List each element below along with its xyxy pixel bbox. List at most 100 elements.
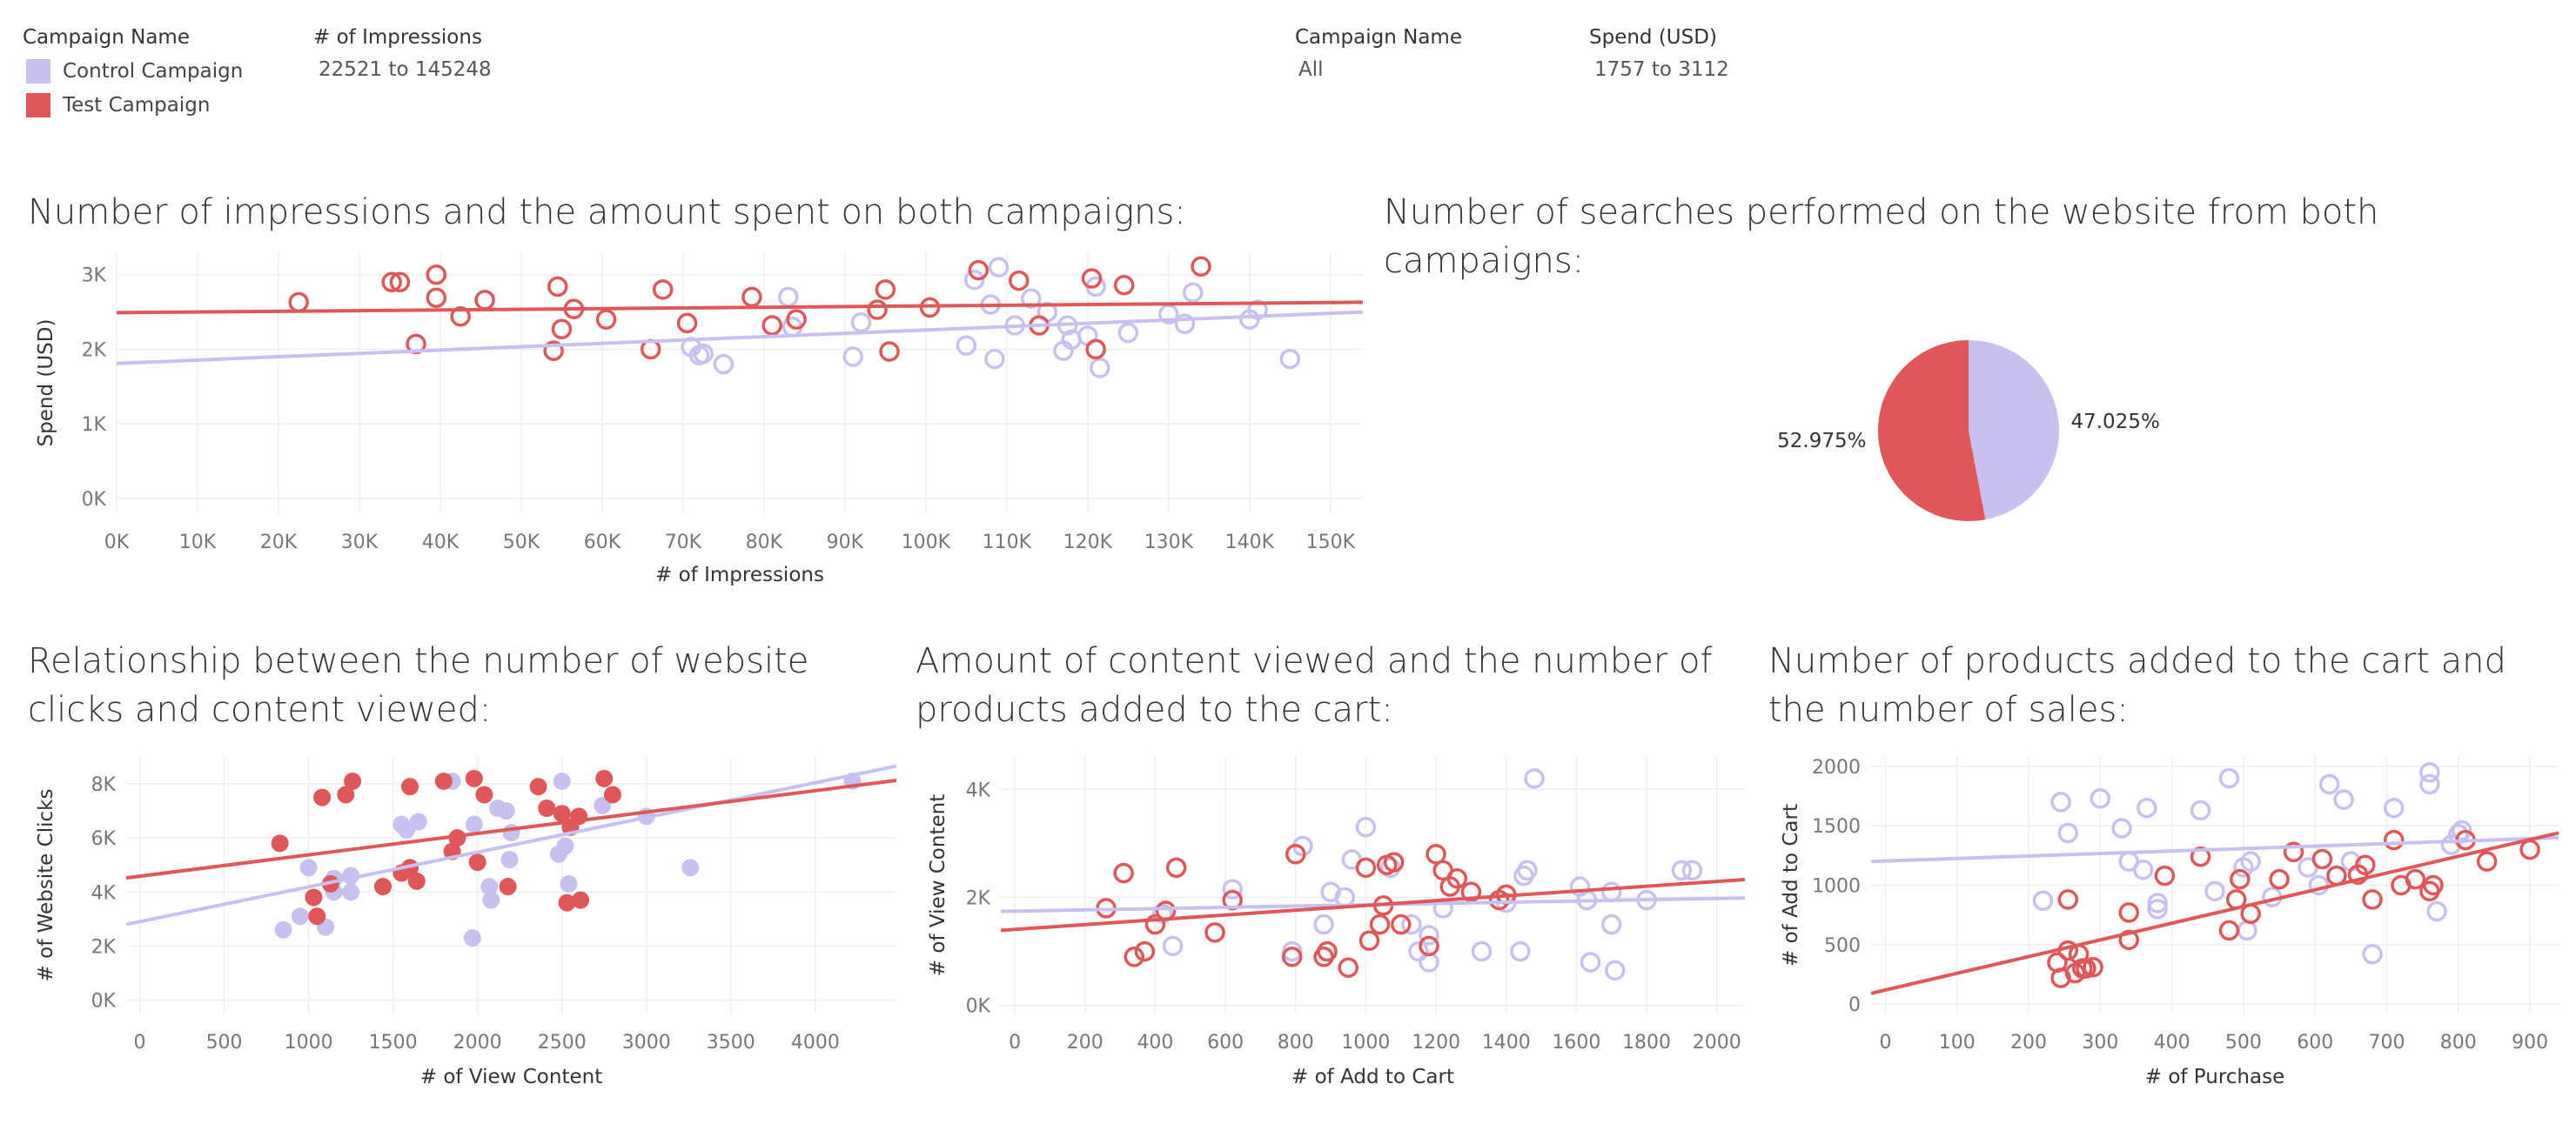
data-point[interactable] [2218, 920, 2240, 941]
data-point[interactable] [2137, 797, 2157, 819]
data-point[interactable] [500, 851, 519, 868]
data-point[interactable] [426, 287, 447, 309]
data-point[interactable] [2111, 818, 2132, 839]
data-point[interactable] [1313, 914, 1334, 935]
data-point[interactable] [1419, 935, 1439, 957]
data-point[interactable] [2154, 865, 2176, 887]
data-point[interactable] [465, 769, 483, 787]
data-point[interactable] [1671, 860, 1693, 881]
data-point[interactable] [1081, 268, 1103, 289]
data-point[interactable] [468, 853, 486, 872]
data-point[interactable] [448, 829, 466, 847]
data-point[interactable] [1144, 914, 1166, 935]
data-point[interactable] [1517, 860, 1538, 881]
data-point[interactable] [558, 893, 576, 912]
data-point[interactable] [1605, 960, 1626, 981]
data-point[interactable] [1117, 322, 1139, 344]
data-point[interactable] [543, 340, 564, 361]
data-point[interactable] [1681, 860, 1703, 881]
data-point[interactable] [482, 891, 500, 909]
data-point[interactable] [1426, 844, 1446, 865]
data-point[interactable] [1090, 358, 1110, 378]
data-point[interactable] [2204, 880, 2225, 902]
data-point[interactable] [2050, 792, 2071, 813]
data-point[interactable] [2083, 956, 2103, 978]
data-point[interactable] [2190, 846, 2211, 867]
pie-slice[interactable] [1969, 340, 2060, 520]
searches-pie-chart[interactable]: 47.025% 52.975% [1777, 340, 2160, 521]
data-point[interactable] [1369, 914, 1391, 935]
data-point[interactable] [529, 778, 547, 796]
data-point[interactable] [434, 772, 453, 790]
data-point[interactable] [2383, 797, 2405, 819]
data-point[interactable] [480, 878, 499, 896]
data-point[interactable] [2090, 788, 2111, 809]
data-point[interactable] [1285, 844, 1306, 865]
data-point[interactable] [407, 872, 426, 890]
data-point[interactable] [499, 878, 517, 896]
data-point[interactable] [2419, 762, 2440, 783]
data-point[interactable] [1358, 930, 1380, 951]
data-point[interactable] [867, 299, 888, 320]
data-point[interactable] [595, 769, 614, 787]
data-point[interactable] [556, 837, 574, 855]
data-point[interactable] [1317, 940, 1338, 962]
data-point[interactable] [547, 276, 568, 298]
data-point[interactable] [271, 834, 289, 853]
impressions-filter-value[interactable]: 22521 to 145248 [319, 58, 492, 81]
data-point[interactable] [842, 346, 863, 367]
data-point[interactable] [1510, 940, 1531, 962]
data-point[interactable] [463, 929, 481, 947]
data-point[interactable] [274, 920, 292, 939]
data-point[interactable] [2057, 822, 2079, 844]
data-point[interactable] [1580, 952, 1601, 973]
data-point[interactable] [2147, 899, 2168, 920]
data-point[interactable] [381, 271, 402, 293]
data-point[interactable] [502, 823, 520, 841]
data-point[interactable] [1134, 940, 1156, 962]
data-point[interactable] [305, 888, 323, 907]
data-point[interactable] [389, 271, 411, 293]
data-point[interactable] [2362, 943, 2383, 965]
data-point[interactable] [1460, 881, 1482, 903]
data-point[interactable] [2311, 848, 2333, 870]
data-point[interactable] [2362, 889, 2383, 910]
data-point[interactable] [988, 257, 1010, 278]
data-point[interactable] [963, 269, 985, 291]
data-point[interactable] [299, 859, 318, 877]
data-point[interactable] [875, 279, 896, 300]
data-point[interactable] [2237, 920, 2257, 941]
data-point[interactable] [313, 788, 332, 806]
data-point[interactable] [879, 341, 900, 362]
data-point[interactable] [761, 315, 782, 336]
data-point[interactable] [2318, 773, 2340, 795]
data-point[interactable] [741, 286, 762, 308]
data-point[interactable] [551, 318, 573, 340]
data-point[interactable] [2452, 820, 2472, 841]
legend-item-control[interactable]: Control Campaign [26, 59, 243, 84]
data-point[interactable] [2476, 851, 2498, 872]
data-point[interactable] [595, 309, 617, 330]
pie-slice[interactable] [1878, 340, 1986, 521]
data-point[interactable] [778, 286, 799, 308]
data-point[interactable] [2419, 773, 2440, 795]
data-point[interactable] [1174, 313, 1196, 335]
data-point[interactable] [2076, 958, 2096, 979]
data-point[interactable] [1222, 879, 1243, 900]
data-point[interactable] [1279, 348, 1301, 370]
data-point[interactable] [2230, 868, 2251, 890]
data-point[interactable] [1446, 867, 1468, 889]
data-point[interactable] [1191, 256, 1211, 278]
data-point[interactable] [497, 802, 515, 820]
data-point[interactable] [1113, 862, 1134, 884]
data-point[interactable] [2423, 874, 2444, 896]
data-point[interactable] [1124, 947, 1145, 967]
data-point[interactable] [984, 348, 1005, 370]
data-point[interactable] [2383, 829, 2405, 851]
data-point[interactable] [2355, 854, 2376, 876]
data-point[interactable] [2240, 851, 2261, 872]
data-point[interactable] [1247, 299, 1268, 320]
data-point[interactable] [308, 907, 326, 926]
data-point[interactable] [2218, 767, 2240, 789]
